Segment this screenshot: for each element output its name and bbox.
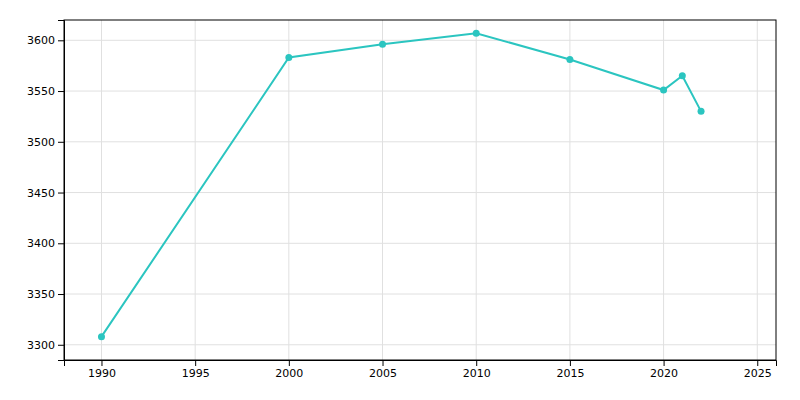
- grid-line-y: [64, 141, 776, 142]
- grid-line-x: [195, 20, 196, 360]
- x-axis-domain: [65, 361, 777, 367]
- grid: [64, 20, 776, 360]
- grid-line-y: [64, 91, 776, 92]
- y-axis-tick: 3600: [27, 34, 64, 47]
- point: [285, 54, 292, 61]
- point: [679, 72, 686, 79]
- point: [98, 333, 105, 340]
- line: [101, 33, 701, 336]
- x-axis-tick-mark: [383, 360, 384, 366]
- grid-line-x: [663, 20, 664, 360]
- point: [473, 30, 480, 37]
- x-axis-tick: 2015: [556, 360, 584, 380]
- y-axis-tick: 3550: [27, 85, 64, 98]
- y-axis-tick-mark: [58, 294, 64, 295]
- y-axis-tick-label: 3400: [27, 237, 55, 250]
- x-axis-tick-label: 2010: [463, 367, 491, 380]
- y-axis-tick-label: 3350: [27, 288, 55, 301]
- y-axis-tick: 3300: [27, 339, 64, 352]
- grid-line-x: [382, 20, 383, 360]
- y-axis-tick: 3350: [27, 288, 64, 301]
- y-axis-tick-mark: [58, 345, 64, 346]
- y-axis-tick: 3400: [27, 237, 64, 250]
- grid-line-x: [569, 20, 570, 360]
- x-axis-tick-label: 2005: [369, 367, 397, 380]
- x-axis-tick: 1990: [88, 360, 116, 380]
- grid-line-x: [288, 20, 289, 360]
- x-axis-tick-mark: [664, 360, 665, 366]
- point: [379, 41, 386, 48]
- grid-line-x: [757, 20, 758, 360]
- y-axis-tick: 3500: [27, 136, 64, 149]
- chart-svg: 1990 1995 2000 2005 2010 2015 2020 2025 3300 3350…: [0, 0, 800, 400]
- series: [98, 30, 705, 340]
- y-axis: 3300 3350 3400 3450 3500 3550 3600: [27, 21, 65, 361]
- x-axis-tick-mark: [289, 360, 290, 366]
- grid-line-y: [64, 243, 776, 244]
- y-axis-tick-label: 3450: [27, 187, 55, 200]
- point: [566, 56, 573, 63]
- plot-frame: [64, 20, 776, 360]
- x-axis-tick-mark: [195, 360, 196, 366]
- x-axis-tick-label: 2020: [650, 367, 678, 380]
- x-axis-tick: 2025: [744, 360, 772, 380]
- point: [660, 87, 667, 94]
- x-axis-tick: 2010: [463, 360, 491, 380]
- x-axis-tick-mark: [757, 360, 758, 366]
- x-axis-tick-label: 2015: [556, 367, 584, 380]
- x-axis-tick-label: 1995: [182, 367, 210, 380]
- y-axis-tick-label: 3600: [27, 34, 55, 47]
- x-axis-tick: 2000: [275, 360, 303, 380]
- x-axis-tick: 2020: [650, 360, 678, 380]
- x-axis-tick-mark: [570, 360, 571, 366]
- y-axis-tick-mark: [58, 193, 64, 194]
- x-axis-tick-label: 1990: [88, 367, 116, 380]
- x-axis-tick: 1995: [182, 360, 210, 380]
- y-axis-tick-label: 3500: [27, 136, 55, 149]
- point: [698, 108, 705, 115]
- y-axis-tick: 3450: [27, 187, 64, 200]
- grid-line-y: [64, 192, 776, 193]
- x-axis: 1990 1995 2000 2005 2010 2015 2020 2025: [65, 360, 777, 380]
- y-axis-tick-label: 3550: [27, 85, 55, 98]
- y-axis-tick-mark: [58, 243, 64, 244]
- y-axis-tick-label: 3300: [27, 339, 55, 352]
- y-axis-tick-mark: [58, 91, 64, 92]
- y-axis-tick-mark: [58, 142, 64, 143]
- x-axis-tick-mark: [476, 360, 477, 366]
- grid-line-y: [64, 344, 776, 345]
- y-axis-domain: [58, 21, 65, 361]
- grid-line-x: [476, 20, 477, 360]
- x-axis-tick: 2005: [369, 360, 397, 380]
- plot-area: 1990 1995 2000 2005 2010 2015 2020 2025 3300 3350…: [27, 20, 777, 380]
- x-axis-tick-mark: [101, 360, 102, 366]
- x-axis-tick-label: 2000: [275, 367, 303, 380]
- grid-line-y: [64, 294, 776, 295]
- y-axis-tick-mark: [58, 40, 64, 41]
- grid-line-x: [101, 20, 102, 360]
- x-axis-tick-label: 2025: [744, 367, 772, 380]
